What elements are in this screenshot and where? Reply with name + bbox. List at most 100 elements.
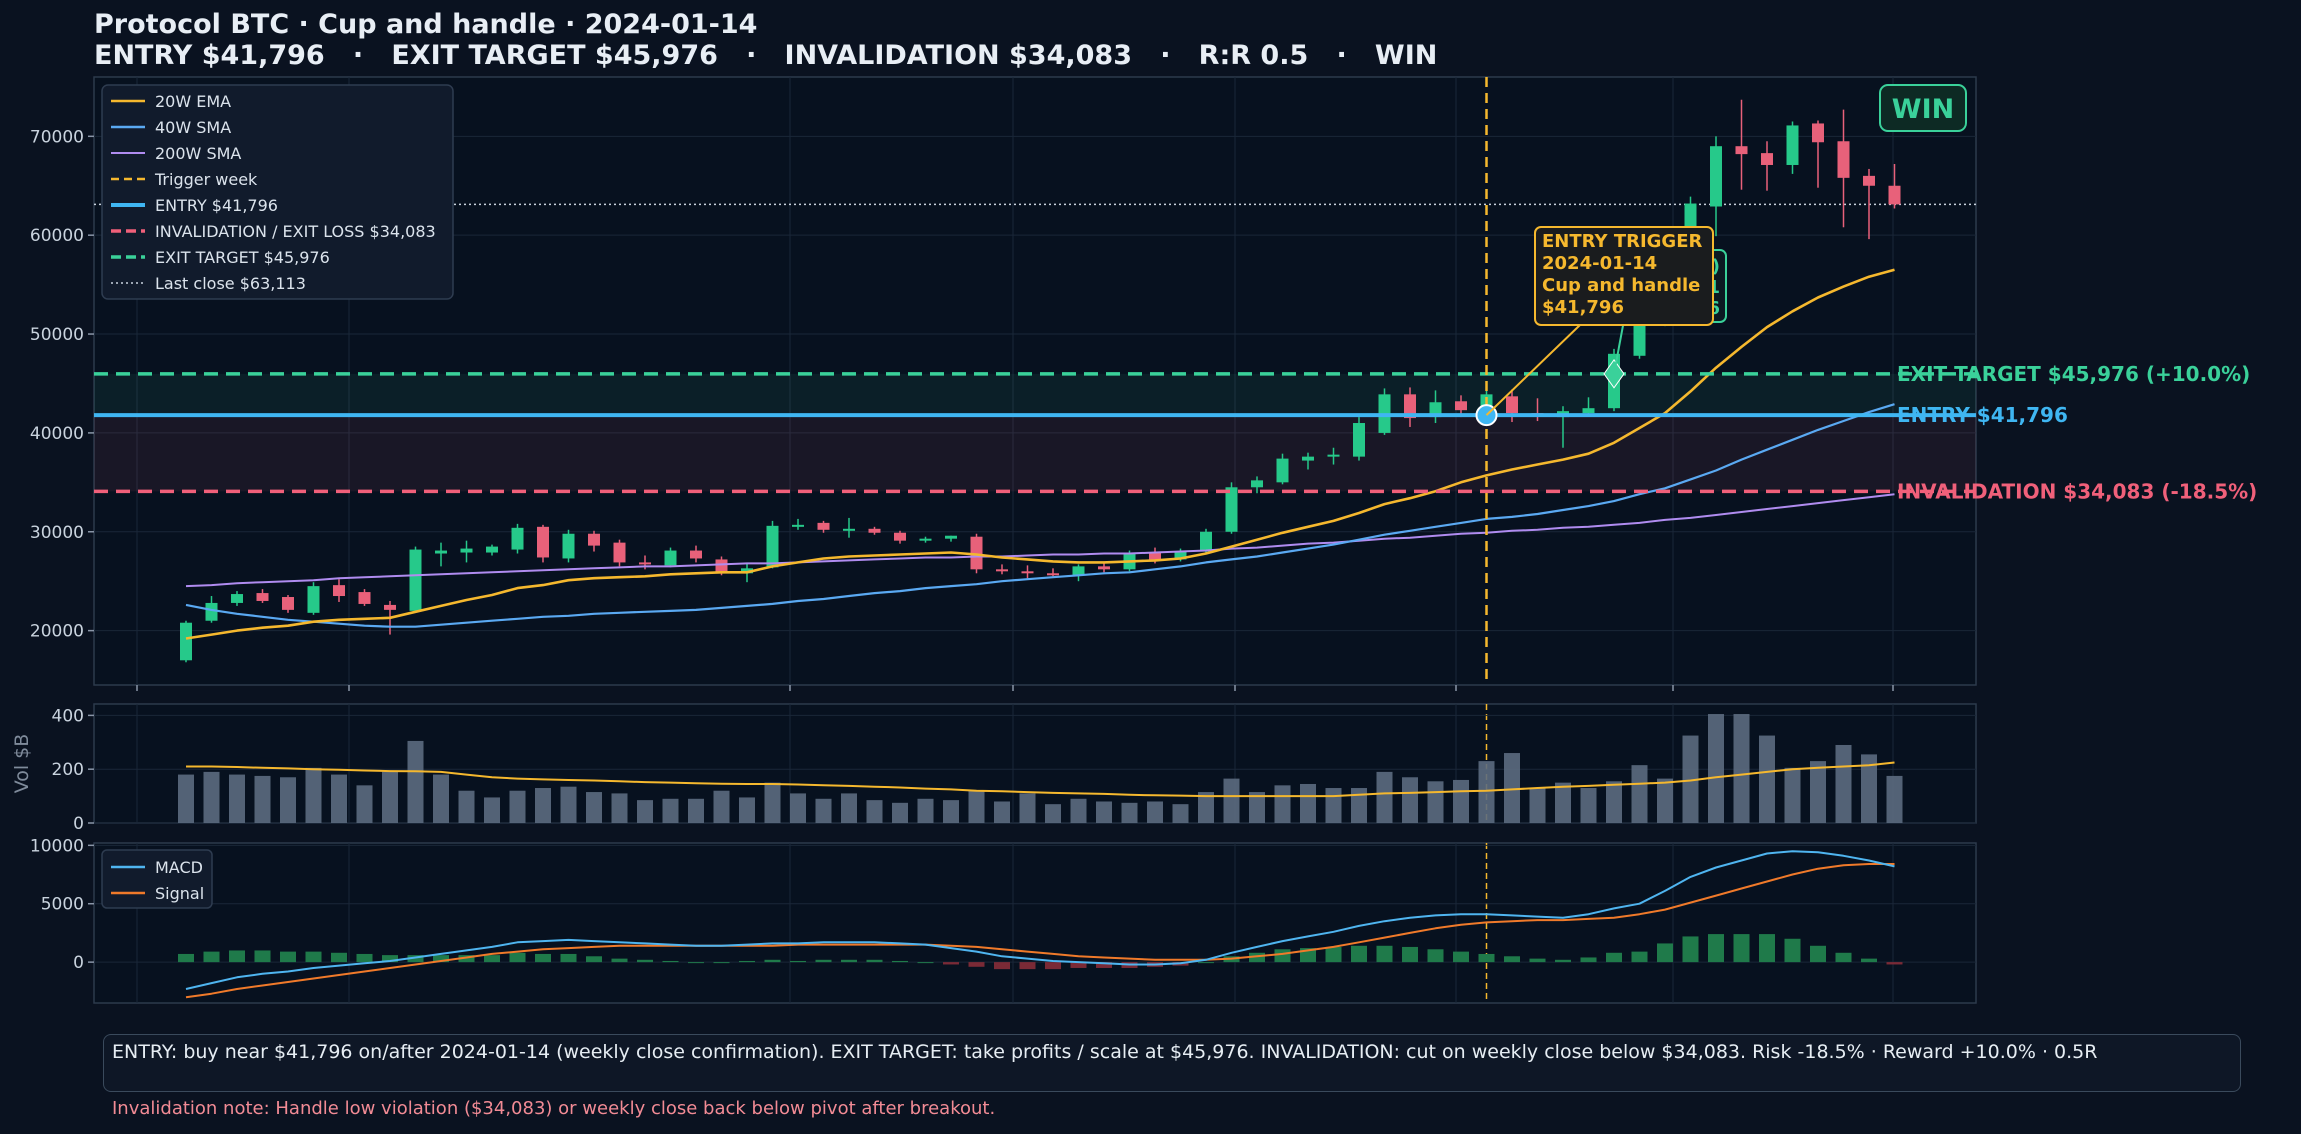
volume-bar bbox=[1402, 777, 1418, 823]
volume-bar bbox=[1070, 798, 1087, 823]
macd-histogram-bar bbox=[1861, 958, 1877, 963]
trade-summary-text: ENTRY: buy near $41,796 on/after 2024-01… bbox=[112, 1041, 2098, 1063]
candle-body bbox=[537, 526, 549, 558]
macd-histogram-bar bbox=[1733, 934, 1750, 963]
macd-line bbox=[185, 850, 1895, 990]
macd-histogram-bar bbox=[331, 952, 347, 963]
macd-histogram-bar bbox=[1249, 952, 1265, 963]
chart-subtitle: ENTRY $41,796 · EXIT TARGET $45,976 · IN… bbox=[94, 40, 1438, 71]
macd-histogram-bar bbox=[688, 962, 704, 964]
volume-bar bbox=[203, 771, 220, 823]
volume-bar bbox=[305, 767, 322, 823]
volume-bar bbox=[1249, 792, 1265, 823]
volume-bar bbox=[1223, 778, 1240, 823]
macd-histogram-bar bbox=[968, 962, 985, 967]
candle-body bbox=[1353, 423, 1365, 457]
volume-bar bbox=[1631, 765, 1648, 823]
candle-body bbox=[715, 559, 728, 573]
macd-histogram-bar bbox=[739, 960, 755, 963]
volume-bar bbox=[943, 800, 959, 823]
macd-histogram-bar bbox=[280, 951, 296, 963]
volume-bar bbox=[1784, 767, 1801, 823]
candle-body bbox=[817, 522, 830, 530]
macd-histogram-bar bbox=[484, 955, 500, 963]
candle-body bbox=[307, 586, 320, 613]
macd-histogram-bar bbox=[1580, 957, 1597, 963]
candle-body bbox=[843, 528, 855, 531]
candle-body bbox=[1710, 146, 1722, 207]
trade-summary-box: ENTRY: buy near $41,796 on/after 2024-01… bbox=[103, 1034, 2241, 1092]
candle-body bbox=[205, 602, 218, 621]
trigger-annotation-text: $41,796 bbox=[1542, 297, 1624, 318]
macd-histogram-bar bbox=[1376, 945, 1393, 963]
macd-histogram-bar bbox=[1453, 951, 1469, 963]
candle-body bbox=[1327, 454, 1340, 457]
legend-entry: 40W SMA bbox=[155, 118, 231, 137]
candle-body bbox=[1404, 394, 1416, 419]
macd-histogram-bar bbox=[178, 953, 194, 963]
macd-histogram-bar bbox=[1402, 946, 1418, 963]
exit-marker bbox=[1603, 358, 1625, 389]
volume-axis-label: Vol $B bbox=[11, 734, 33, 794]
candle-body bbox=[486, 546, 498, 553]
volume-bar bbox=[815, 798, 832, 823]
volume-bar bbox=[994, 801, 1010, 823]
volume-bar bbox=[1376, 771, 1393, 823]
volume-bar bbox=[1121, 802, 1138, 823]
signal-line bbox=[185, 863, 1895, 999]
macd-histogram-bar bbox=[560, 953, 577, 963]
volume-bar bbox=[1657, 778, 1673, 823]
legend-entry: Last close $63,113 bbox=[155, 274, 306, 293]
candle-body bbox=[1455, 401, 1467, 411]
volume-bar bbox=[662, 798, 679, 823]
macd-histogram-bar bbox=[229, 950, 245, 963]
y-tick-label: 20000 bbox=[30, 622, 84, 642]
macd-histogram-bar bbox=[841, 959, 857, 963]
macd-histogram-bar bbox=[1019, 962, 1036, 970]
volume-bar bbox=[1580, 788, 1597, 823]
macd-histogram-bar bbox=[917, 962, 934, 964]
candle-body bbox=[690, 550, 702, 559]
volume-bar bbox=[866, 800, 883, 823]
macd-tick-label: 5000 bbox=[41, 895, 84, 915]
volume-bar bbox=[688, 798, 704, 823]
macd-histogram-bar bbox=[1198, 962, 1214, 964]
macd-tick-label: 10000 bbox=[30, 836, 84, 856]
volume-bar bbox=[611, 793, 628, 823]
macd-histogram-bar bbox=[407, 955, 424, 963]
macd-histogram-bar bbox=[1427, 949, 1444, 963]
candle-body bbox=[766, 525, 779, 568]
volume-bar bbox=[1198, 792, 1214, 823]
candle-body bbox=[1735, 146, 1748, 155]
macd-histogram-bar bbox=[1045, 962, 1061, 970]
sma40-line bbox=[185, 403, 1895, 628]
volume-bar bbox=[1682, 735, 1699, 823]
volume-bar bbox=[560, 786, 577, 823]
macd-histogram-bar bbox=[1274, 949, 1291, 963]
candle-body bbox=[1837, 141, 1850, 178]
candle-body bbox=[282, 597, 294, 610]
macd-histogram-bar bbox=[1070, 962, 1087, 968]
macd-tick-label: 0 bbox=[73, 953, 84, 973]
macd-panel bbox=[93, 842, 1977, 1004]
candle-body bbox=[1276, 458, 1289, 483]
volume-bar bbox=[1172, 804, 1189, 823]
candle-body bbox=[792, 524, 804, 527]
volume-bar bbox=[713, 790, 730, 823]
legend-entry: EXIT TARGET $45,976 bbox=[155, 248, 330, 267]
candle-body bbox=[1047, 573, 1059, 576]
volume-bar bbox=[841, 793, 857, 823]
candle-body bbox=[1302, 456, 1314, 461]
macd-histogram-bar bbox=[1529, 958, 1546, 963]
y-tick-label: 40000 bbox=[30, 424, 84, 444]
volume-bar bbox=[1453, 779, 1469, 823]
candle-body bbox=[231, 594, 243, 603]
y-tick-label: 60000 bbox=[30, 226, 84, 246]
volume-bar bbox=[484, 797, 500, 823]
volume-bar bbox=[1274, 785, 1291, 823]
volume-bar bbox=[1886, 775, 1903, 823]
volume-bar bbox=[535, 788, 551, 823]
candle-body bbox=[1072, 566, 1085, 576]
volume-bar bbox=[1606, 781, 1622, 823]
volume-bar bbox=[433, 774, 449, 823]
